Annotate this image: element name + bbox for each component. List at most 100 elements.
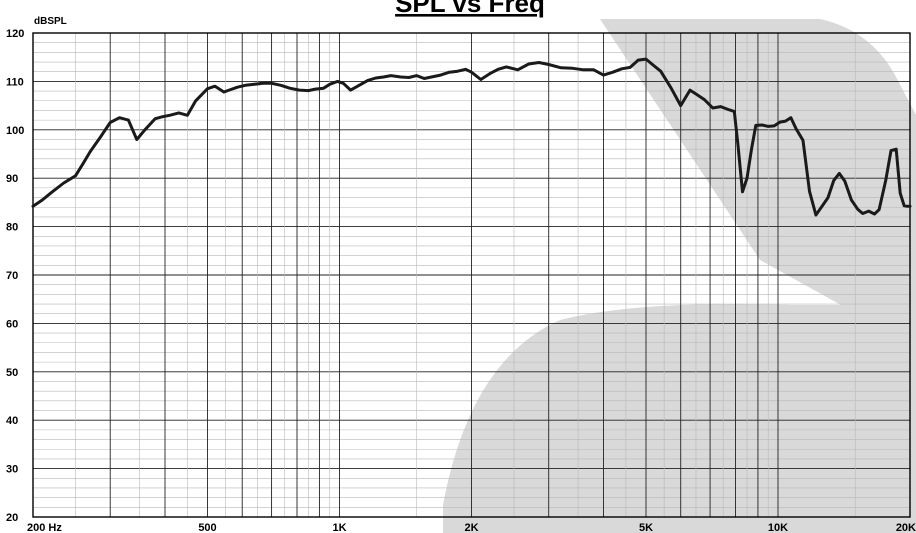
data-point bbox=[253, 83, 256, 86]
chart-title: SPL vs Freq bbox=[395, 0, 545, 18]
data-point bbox=[741, 191, 744, 193]
data-point bbox=[154, 117, 156, 120]
data-point bbox=[136, 138, 138, 141]
data-point bbox=[884, 179, 887, 182]
x-tick-label: 1K bbox=[332, 522, 346, 533]
y-tick-label: 30 bbox=[6, 464, 18, 476]
data-point bbox=[280, 84, 282, 87]
y-tick-label: 90 bbox=[6, 173, 18, 185]
data-point bbox=[244, 84, 247, 87]
data-point bbox=[856, 208, 859, 210]
data-point bbox=[41, 199, 44, 201]
data-point bbox=[228, 89, 230, 91]
data-point bbox=[790, 116, 792, 119]
data-point bbox=[620, 68, 623, 70]
data-point bbox=[592, 69, 595, 71]
data-point bbox=[194, 100, 197, 102]
data-point bbox=[827, 196, 829, 199]
data-point bbox=[480, 78, 482, 81]
data-point bbox=[50, 191, 52, 194]
data-point bbox=[342, 82, 345, 85]
data-point bbox=[895, 148, 897, 150]
data-point bbox=[582, 69, 585, 71]
data-point bbox=[784, 120, 787, 122]
x-tick-label: 5K bbox=[639, 522, 653, 533]
data-point bbox=[89, 150, 91, 153]
data-point bbox=[903, 205, 905, 207]
data-point bbox=[727, 108, 729, 111]
data-point bbox=[375, 77, 377, 79]
data-point bbox=[878, 208, 880, 211]
data-point bbox=[127, 119, 130, 121]
data-point bbox=[144, 129, 146, 131]
data-point bbox=[206, 87, 209, 90]
data-point bbox=[488, 72, 491, 75]
data-point bbox=[703, 99, 706, 101]
y-tick-label: 110 bbox=[6, 76, 24, 88]
data-point bbox=[773, 125, 775, 127]
data-point bbox=[161, 115, 164, 118]
data-point bbox=[82, 162, 84, 165]
data-point bbox=[99, 136, 102, 138]
y-tick-label: 50 bbox=[6, 367, 18, 379]
data-point bbox=[298, 89, 301, 91]
data-point bbox=[118, 116, 121, 119]
data-point bbox=[909, 205, 911, 208]
x-tick-label: 200 Hz bbox=[27, 522, 62, 533]
y-tick-label: 100 bbox=[6, 125, 24, 137]
data-point bbox=[109, 121, 111, 124]
data-point bbox=[74, 175, 77, 177]
data-point bbox=[906, 205, 908, 208]
data-point bbox=[815, 214, 817, 216]
data-point bbox=[470, 71, 473, 73]
data-point bbox=[32, 205, 34, 208]
data-point bbox=[288, 87, 291, 89]
data-point bbox=[571, 67, 574, 70]
data-point bbox=[322, 87, 325, 89]
data-point bbox=[602, 74, 605, 76]
y-tick-label: 120 bbox=[6, 28, 24, 40]
data-point bbox=[367, 79, 369, 82]
data-point bbox=[270, 82, 273, 85]
data-point bbox=[670, 86, 672, 89]
data-point bbox=[679, 104, 682, 107]
axes: 120 110 100 90 80 70 60 50 40 30 20 200 Hz 500 1K 2K 5K… bbox=[6, 28, 916, 533]
data-point bbox=[821, 205, 823, 208]
y-axis-label: dBSPL bbox=[34, 16, 67, 27]
shaded-region-lower bbox=[443, 304, 916, 533]
data-point bbox=[178, 112, 180, 114]
data-point bbox=[262, 82, 265, 85]
data-point bbox=[547, 63, 550, 66]
data-point bbox=[767, 125, 769, 128]
data-point bbox=[168, 114, 171, 117]
data-point bbox=[415, 74, 418, 77]
data-point bbox=[439, 74, 442, 76]
grid bbox=[32, 32, 910, 518]
data-point bbox=[832, 179, 835, 182]
data-point bbox=[236, 86, 239, 88]
data-point bbox=[186, 114, 189, 117]
data-point bbox=[336, 80, 339, 83]
y-tick-label: 70 bbox=[6, 270, 18, 282]
data-point bbox=[62, 182, 65, 184]
data-point bbox=[517, 69, 519, 71]
x-tick-label: 500 bbox=[198, 522, 216, 533]
data-point bbox=[737, 143, 739, 146]
data-point bbox=[890, 149, 892, 152]
data-point bbox=[629, 66, 631, 69]
y-tick-label: 60 bbox=[6, 318, 18, 330]
data-point bbox=[400, 76, 402, 78]
data-point bbox=[844, 180, 846, 182]
data-point bbox=[307, 89, 310, 92]
data-point bbox=[349, 89, 352, 91]
data-point bbox=[652, 64, 655, 67]
data-point bbox=[761, 124, 763, 126]
data-point bbox=[802, 139, 804, 142]
data-point bbox=[637, 59, 639, 61]
data-point bbox=[527, 63, 530, 65]
data-point bbox=[390, 74, 392, 77]
data-point bbox=[382, 76, 385, 78]
series-layer bbox=[31, 57, 912, 217]
x-tick-label: 20K bbox=[896, 522, 916, 533]
data-point bbox=[456, 70, 459, 72]
